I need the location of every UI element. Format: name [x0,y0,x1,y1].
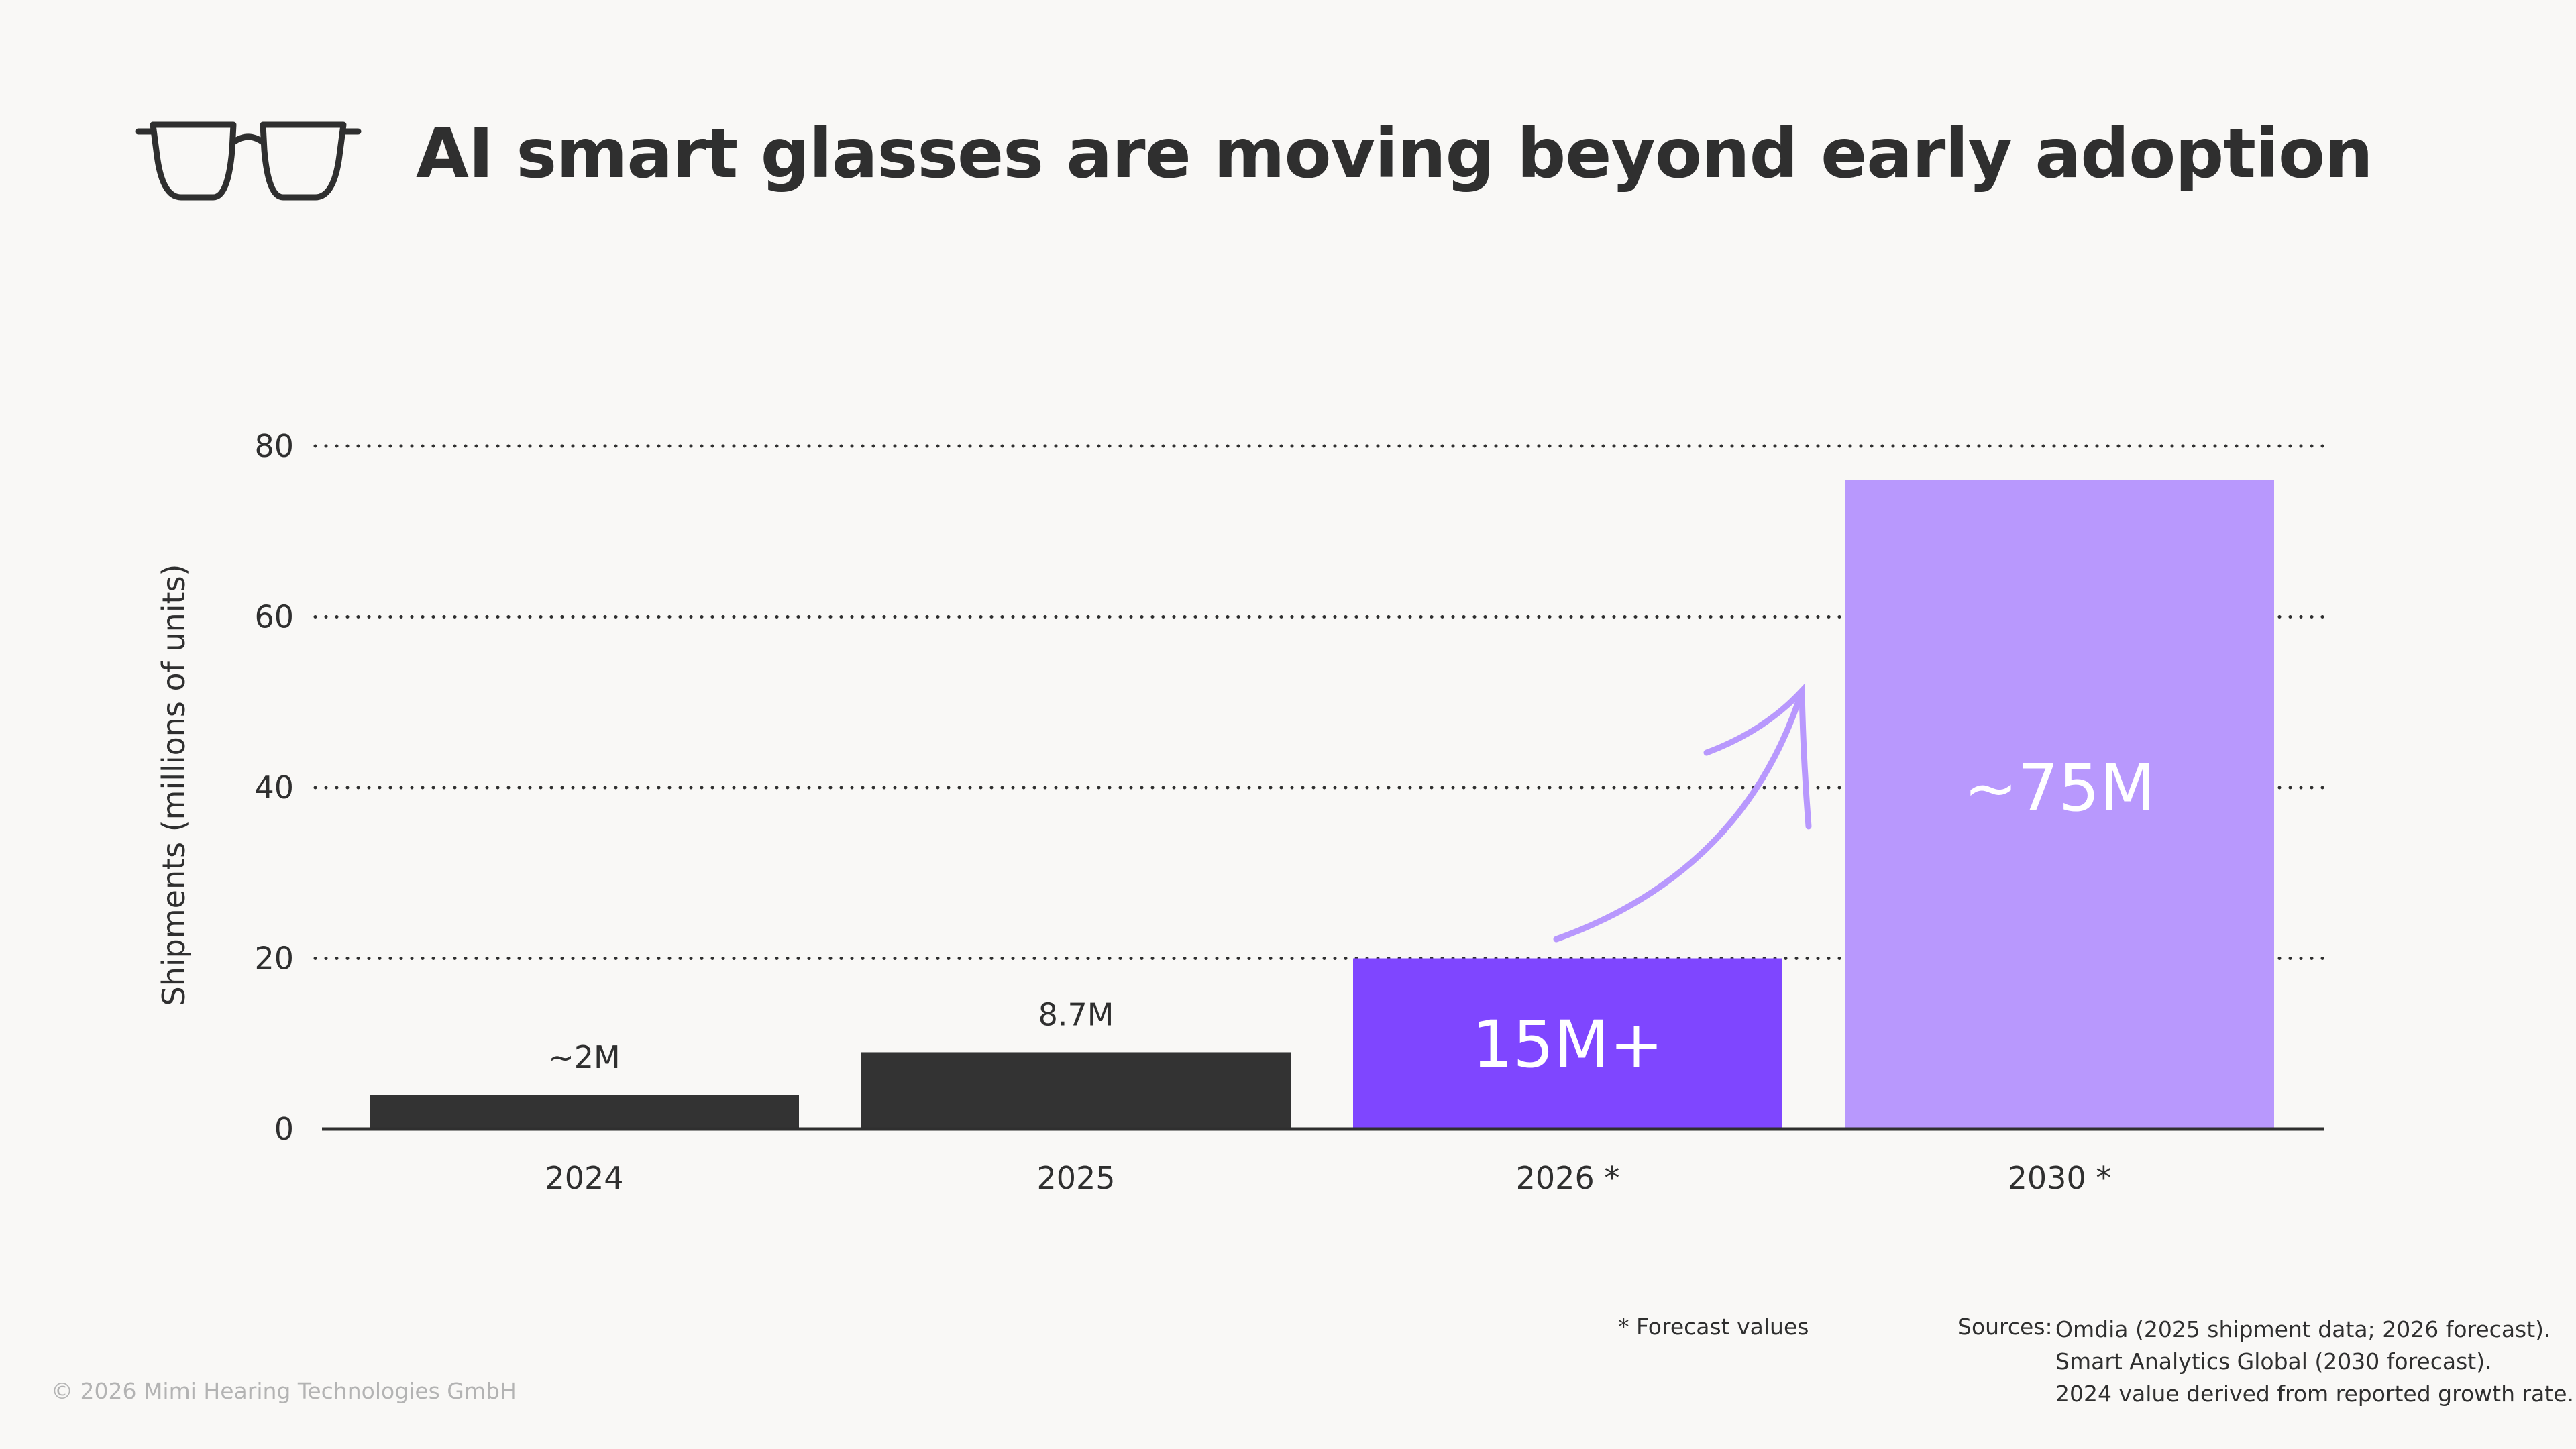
bar-2 [1353,958,1782,1129]
page-title: AI smart glasses are moving beyond early… [416,114,2373,194]
bar-3 [1845,480,2274,1129]
x-tick-label: 2026 * [1516,1160,1620,1196]
y-tick-label: 60 [254,599,294,635]
data-label: ~75M [1964,751,2155,826]
source-item: 2024 value derived from reported growth … [2055,1381,2575,1407]
x-tick-label: 2025 [1036,1160,1115,1196]
sources-list: Omdia (2025 shipment data; 2026 forecast… [2055,1313,2574,1410]
data-label: 15M+ [1472,1007,1663,1082]
x-tick-label: 2024 [545,1160,623,1196]
x-tick-label: 2030 * [2008,1160,2112,1196]
y-axis-label: Shipments (millions of units) [156,564,192,1006]
y-tick-label: 40 [254,769,294,806]
copyright: © 2026 Mimi Hearing Technologies GmbH [51,1378,517,1404]
growth-arrow [1553,683,1812,943]
data-label: ~2M [548,1039,621,1075]
forecast-footnote: * Forecast values [1618,1313,1809,1340]
glasses-icon [135,121,362,201]
data-label: 8.7M [1038,996,1114,1032]
sources-label: Sources: [1957,1313,2053,1340]
bar-1 [861,1052,1291,1129]
y-tick-label: 0 [274,1111,294,1147]
y-tick-label: 80 [254,428,294,464]
source-item: Omdia (2025 shipment data; 2026 forecast… [2055,1316,2551,1342]
source-item: Smart Analytics Global (2030 forecast). [2055,1348,2492,1375]
bar-0 [370,1095,799,1129]
y-tick-label: 20 [254,941,294,977]
